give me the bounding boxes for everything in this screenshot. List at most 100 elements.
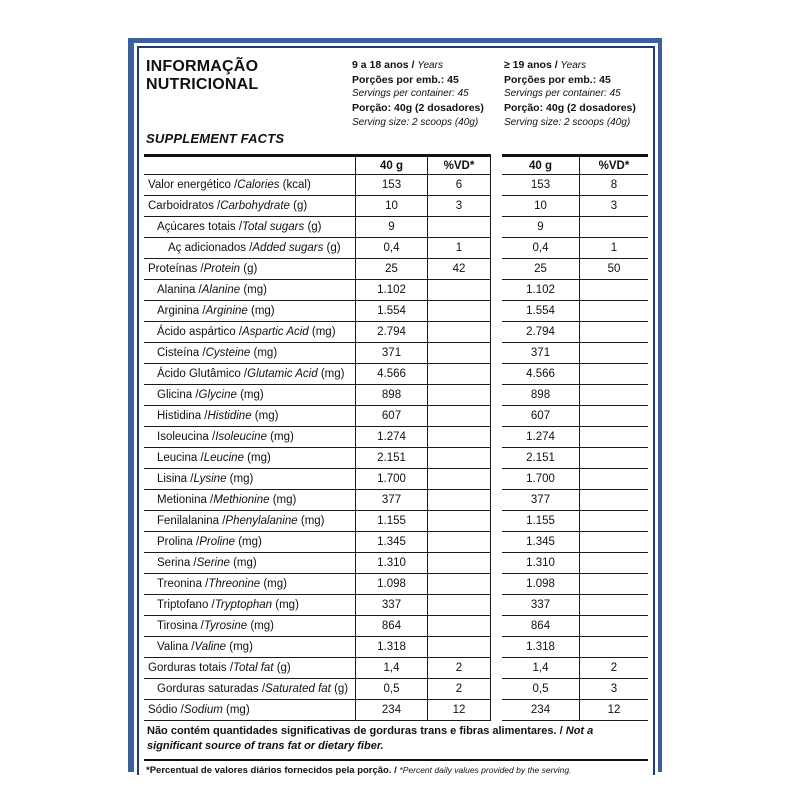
amount-cell-2: 1.102 xyxy=(502,280,580,301)
amount-cell-1: 1.318 xyxy=(356,637,428,658)
row-label: Gorduras saturadas / Saturated fat (g) xyxy=(144,679,356,700)
dv-cell-2 xyxy=(580,280,648,301)
title-line-2: NUTRICIONAL xyxy=(146,75,259,93)
amount-cell-1: 1,4 xyxy=(356,658,428,679)
gap-cell xyxy=(491,154,502,175)
dv-cell-1 xyxy=(428,280,491,301)
dv-cell-2 xyxy=(580,469,648,490)
gap-cell xyxy=(491,322,502,343)
footnote-en: *Percent daily values provided by the se… xyxy=(399,764,572,775)
row-label: Isoleucina / Isoleucine (mg) xyxy=(144,427,356,448)
amount-cell-2: 153 xyxy=(502,175,580,196)
amount-cell-1: 234 xyxy=(356,700,428,721)
amount-cell-2: 1.345 xyxy=(502,532,580,553)
row-label: Glicina / Glycine (mg) xyxy=(144,385,356,406)
header-amount-1: 40 g xyxy=(356,154,428,175)
amount-cell-2: 371 xyxy=(502,343,580,364)
amount-cell-1: 337 xyxy=(356,595,428,616)
row-label: Valor energético / Calories (kcal) xyxy=(144,175,356,196)
amount-cell-1: 1.345 xyxy=(356,532,428,553)
amount-cell-2: 337 xyxy=(502,595,580,616)
dv-cell-2 xyxy=(580,616,648,637)
row-label: Serina / Serine (mg) xyxy=(144,553,356,574)
dv-cell-2: 12 xyxy=(580,700,648,721)
row-label: Triptofano / Tryptophan (mg) xyxy=(144,595,356,616)
header-empty-cell xyxy=(144,154,356,175)
gap-cell xyxy=(491,196,502,217)
amount-cell-1: 0,5 xyxy=(356,679,428,700)
dv-cell-1 xyxy=(428,490,491,511)
gap-cell xyxy=(491,364,502,385)
gap-cell xyxy=(491,637,502,658)
dv-cell-2 xyxy=(580,427,648,448)
row-label: Aç adicionados / Added sugars (g) xyxy=(144,238,356,259)
dv-cell-2 xyxy=(580,574,648,595)
dv-cell-1: 1 xyxy=(428,238,491,259)
dv-cell-1 xyxy=(428,217,491,238)
dv-cell-1 xyxy=(428,406,491,427)
page-title: INFORMAÇÃO NUTRICIONAL xyxy=(146,58,352,94)
dv-cell-1 xyxy=(428,301,491,322)
amount-cell-2: 0,4 xyxy=(502,238,580,259)
title-block: INFORMAÇÃO NUTRICIONAL SUPPLEMENT FACTS xyxy=(144,56,352,152)
row-label: Carboidratos / Carbohydrate (g) xyxy=(144,196,356,217)
portion-pt: Porção: 40g (2 dosadores) xyxy=(504,102,636,115)
dv-cell-2 xyxy=(580,511,648,532)
header-dv-2: %VD* xyxy=(580,154,648,175)
amount-cell-2: 4.566 xyxy=(502,364,580,385)
amount-cell-2: 1.098 xyxy=(502,574,580,595)
gap-cell xyxy=(491,658,502,679)
header-dv-1: %VD* xyxy=(428,154,491,175)
row-label: Metionina / Methionine (mg) xyxy=(144,490,356,511)
amount-cell-2: 1.318 xyxy=(502,637,580,658)
row-label: Cisteína / Cysteine (mg) xyxy=(144,343,356,364)
amount-cell-1: 0,4 xyxy=(356,238,428,259)
row-label: Proteínas / Protein (g) xyxy=(144,259,356,280)
amount-cell-1: 377 xyxy=(356,490,428,511)
dv-cell-2: 2 xyxy=(580,658,648,679)
amount-cell-2: 1.310 xyxy=(502,553,580,574)
amount-cell-1: 1.155 xyxy=(356,511,428,532)
note: Não contém quantidades significativas de… xyxy=(144,721,648,761)
row-label: Fenilalanina / Phenylalanine (mg) xyxy=(144,511,356,532)
amount-cell-1: 153 xyxy=(356,175,428,196)
dv-cell-1: 3 xyxy=(428,196,491,217)
row-label: Tirosina / Tyrosine (mg) xyxy=(144,616,356,637)
gap-cell xyxy=(491,448,502,469)
dv-cell-1 xyxy=(428,637,491,658)
dv-cell-2 xyxy=(580,322,648,343)
nutrition-table: 40 g %VD* 40 g %VD* Valor energético / C… xyxy=(144,154,648,721)
dv-cell-1 xyxy=(428,616,491,637)
dv-cell-2: 3 xyxy=(580,679,648,700)
dv-cell-1 xyxy=(428,574,491,595)
dv-cell-2 xyxy=(580,637,648,658)
label-header: INFORMAÇÃO NUTRICIONAL SUPPLEMENT FACTS … xyxy=(144,56,648,152)
dv-cell-1 xyxy=(428,322,491,343)
dv-cell-2 xyxy=(580,385,648,406)
gap-cell xyxy=(491,490,502,511)
amount-cell-1: 1.554 xyxy=(356,301,428,322)
dv-cell-1 xyxy=(428,364,491,385)
row-label: Ácido Glutâmico / Glutamic Acid (mg) xyxy=(144,364,356,385)
amount-cell-1: 1.098 xyxy=(356,574,428,595)
servings-en: Servings per container: 45 xyxy=(352,88,469,100)
gap-cell xyxy=(491,238,502,259)
dv-cell-1 xyxy=(428,553,491,574)
gap-cell xyxy=(491,511,502,532)
amount-cell-2: 1.155 xyxy=(502,511,580,532)
dv-cell-1: 2 xyxy=(428,658,491,679)
subtitle: SUPPLEMENT FACTS xyxy=(146,131,285,146)
row-label: Alanina / Alanine (mg) xyxy=(144,280,356,301)
dv-cell-1 xyxy=(428,469,491,490)
gap-cell xyxy=(491,301,502,322)
gap-cell xyxy=(491,406,502,427)
servings-en: Servings per container: 45 xyxy=(504,88,621,100)
amount-cell-2: 9 xyxy=(502,217,580,238)
amount-cell-1: 371 xyxy=(356,343,428,364)
gap-cell xyxy=(491,553,502,574)
dv-cell-1 xyxy=(428,427,491,448)
dv-cell-2 xyxy=(580,406,648,427)
label-frame: INFORMAÇÃO NUTRICIONAL SUPPLEMENT FACTS … xyxy=(128,38,662,775)
note-en: Not a significant source of trans fat or… xyxy=(147,725,594,752)
amount-cell-2: 234 xyxy=(502,700,580,721)
